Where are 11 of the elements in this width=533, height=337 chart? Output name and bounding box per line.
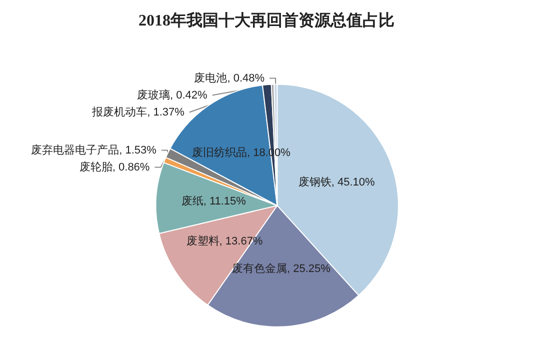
- slice-label: 废纸, 11.15%: [181, 194, 246, 208]
- chart-title: 2018年我国十大再回首资源总值占比: [138, 12, 394, 30]
- slice-label: 废塑料, 13.67%: [186, 234, 263, 248]
- slice-label: 废电池, 0.48%: [194, 71, 265, 84]
- slice-label: 废有色金属, 25.25%: [232, 262, 331, 276]
- slice-label: 废旧纺织品, 18.00%: [192, 146, 291, 160]
- slice-label: 报废机动车, 1.37%: [91, 105, 185, 118]
- slice-label: 废轮胎, 0.86%: [79, 160, 150, 174]
- slice-label: 废弃电器电子产品, 1.53%: [31, 143, 157, 156]
- slice-label: 废钢铁, 45.10%: [298, 176, 375, 189]
- slice-label: 废玻璃, 0.42%: [137, 88, 208, 102]
